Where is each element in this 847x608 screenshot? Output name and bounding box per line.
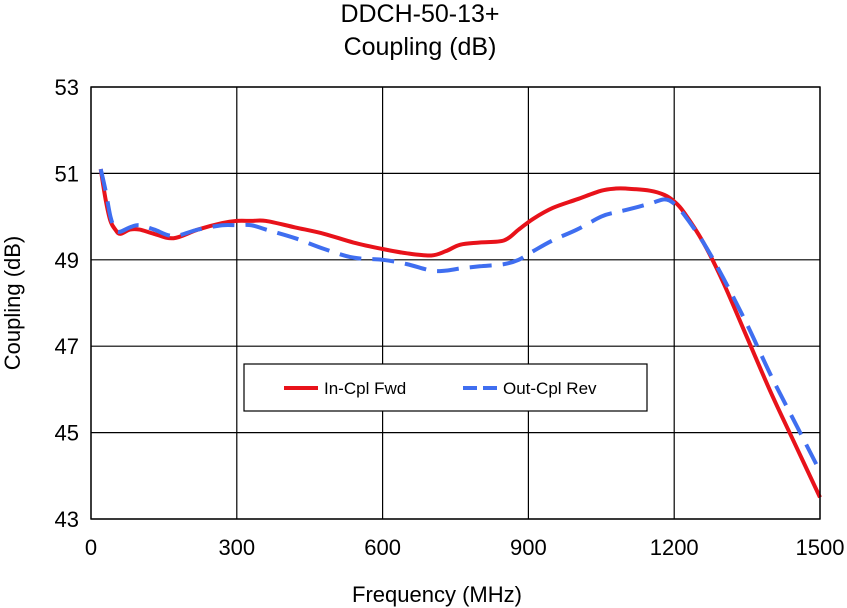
- x-tick-label: 1500: [796, 535, 845, 560]
- chart-subtitle: Coupling (dB): [344, 33, 497, 61]
- series-line-in-cpl-fwd: [98, 168, 822, 499]
- y-tick-label: 51: [55, 161, 79, 186]
- plot-frame: [90, 86, 821, 520]
- legend-label: Out-Cpl Rev: [503, 379, 597, 398]
- y-axis-label: Coupling (dB): [0, 236, 25, 371]
- legend: In-Cpl Fwd Out-Cpl Rev: [243, 363, 648, 412]
- y-tick-label: 47: [55, 334, 79, 359]
- tick-label-layer: 0 300 600 900 1200 1500 43 45 47 49 51 53: [55, 75, 845, 560]
- x-tick-label: 0: [85, 535, 97, 560]
- y-tick-label: 43: [55, 507, 79, 532]
- series-layer: [98, 168, 822, 499]
- x-tick-label: 900: [510, 535, 547, 560]
- x-tick-label: 1200: [650, 535, 699, 560]
- grid-layer: [90, 86, 821, 520]
- chart-title: DDCH-50-13+: [340, 0, 499, 28]
- y-tick-label: 53: [55, 75, 79, 100]
- x-axis-label: Frequency (MHz): [352, 582, 522, 607]
- legend-label: In-Cpl Fwd: [324, 379, 406, 398]
- x-tick-label: 600: [364, 535, 401, 560]
- series-line-out-cpl-rev: [98, 168, 822, 473]
- y-tick-label: 49: [55, 248, 79, 273]
- y-tick-label: 45: [55, 421, 79, 446]
- x-tick-label: 300: [218, 535, 255, 560]
